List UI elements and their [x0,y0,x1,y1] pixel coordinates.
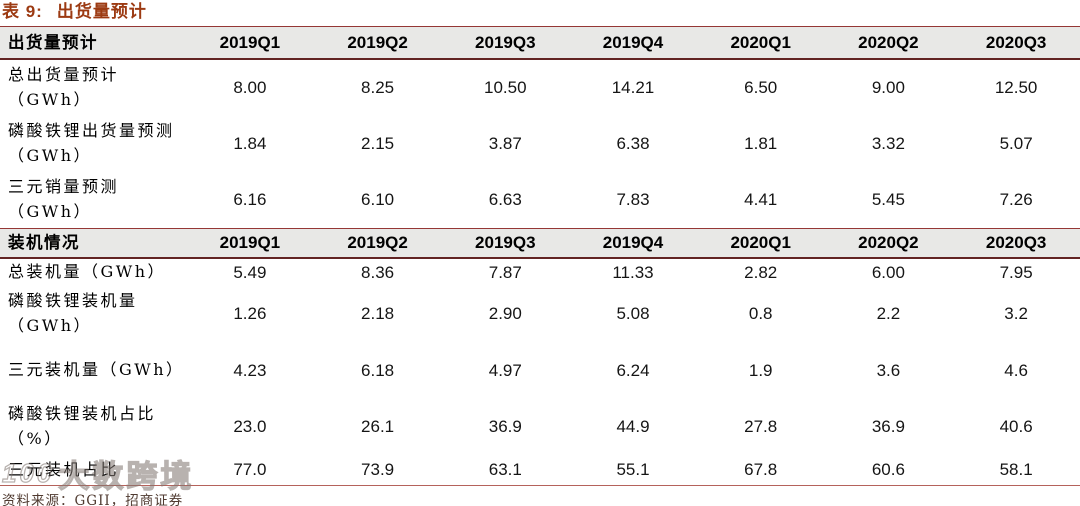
value-cell: 5.45 [871,190,905,209]
value-cell: 5.07 [999,134,1033,153]
value-cell: 10.50 [484,78,527,97]
value-cell: 36.9 [871,417,905,436]
source-note: 资料来源：GGII，招商证券 [2,493,184,506]
section1-header-row: 出货量预计 2019Q1 2019Q2 2019Q3 2019Q4 2020Q1… [0,26,1080,60]
column-header: 2019Q3 [441,228,570,259]
column-header: 2020Q2 [824,228,953,259]
value-cell: 2.15 [361,134,395,153]
row-label: 磷酸铁锂装机量（GWh） [8,291,138,335]
value-cell: 7.26 [999,190,1033,209]
value-cell: 2.82 [744,262,778,282]
value-cell: 77.0 [186,455,314,486]
row-label: 三元装机占比 [0,455,187,486]
value-cell: 7.87 [488,262,522,282]
value-cell: 6.63 [488,190,522,209]
value-cell: 1.9 [748,360,773,380]
value-cell: 5.08 [616,304,650,323]
value-cell: 6.00 [871,262,905,282]
column-header: 2019Q1 [186,228,314,259]
row-label: 磷酸铁锂出货量预测（GWh） [8,121,175,165]
column-header: 2019Q4 [569,228,697,259]
column-header: 2020Q3 [952,26,1080,60]
value-cell: 1.26 [233,304,267,323]
table-caption-number: 表 9: [2,2,43,21]
value-cell: 3.87 [488,134,522,153]
value-cell: 3.32 [871,134,905,153]
value-cell: 67.8 [696,455,825,486]
value-cell: 2.2 [876,304,901,323]
value-cell: 12.50 [994,78,1038,97]
value-cell: 1.81 [744,134,778,153]
value-cell: 14.21 [611,78,655,97]
value-cell: 6.18 [361,360,395,380]
table-row: 磷酸铁锂出货量预测（GWh） 1.84 2.15 3.87 6.38 1.81 … [0,116,1080,172]
value-cell: 6.24 [616,360,650,380]
value-cell: 4.41 [744,190,778,209]
value-cell: 9.00 [871,78,905,97]
value-cell: 6.16 [233,190,267,209]
row-label: 磷酸铁锂装机占比（%） [8,404,157,448]
table-row: 总出货量预计（GWh） 8.00 8.25 10.50 14.21 6.50 9… [0,59,1080,116]
table-row: 磷酸铁锂装机占比（%） 23.0 26.1 36.9 44.9 27.8 36.… [0,399,1080,455]
value-cell: 8.25 [361,78,395,97]
column-header: 2019Q1 [186,26,314,60]
value-cell: 3.6 [876,360,901,380]
value-cell: 44.9 [616,417,650,436]
row-label: 总装机量（GWh） [8,262,167,282]
value-cell: 40.6 [999,417,1033,436]
section1-header-label: 出货量预计 [0,26,187,60]
value-cell: 4.97 [488,360,522,380]
value-cell: 7.95 [999,262,1033,282]
row-label: 三元销量预测（GWh） [8,177,120,221]
column-header: 2019Q4 [569,26,697,60]
column-header: 2019Q2 [313,228,442,259]
value-cell: 8.00 [233,78,267,97]
value-cell: 60.6 [824,455,953,486]
table-row: 三元装机占比 77.0 73.9 63.1 55.1 67.8 60.6 58.… [0,455,1080,486]
value-cell: 6.50 [744,78,778,97]
value-cell: 7.83 [616,190,650,209]
table-row: 三元装机量（GWh） 4.23 6.18 4.97 6.24 1.9 3.6 4… [0,342,1080,399]
value-cell: 27.8 [744,417,778,436]
value-cell: 1.84 [233,134,267,153]
value-cell: 55.1 [569,455,697,486]
column-header: 2020Q3 [952,228,1080,259]
value-cell: 2.18 [361,304,395,323]
value-cell: 5.49 [233,262,267,282]
shipment-forecast-table: 出货量预计 2019Q1 2019Q2 2019Q3 2019Q4 2020Q1… [0,26,1080,486]
value-cell: 11.33 [612,262,654,282]
value-cell: 23.0 [233,417,267,436]
value-cell: 6.38 [616,134,650,153]
value-cell: 8.36 [361,262,395,282]
column-header: 2020Q1 [696,228,825,259]
table-caption: 表 9: 出货量预计 [0,0,1080,26]
row-label: 三元装机量（GWh） [8,360,185,380]
value-cell: 73.9 [313,455,442,486]
value-cell: 4.6 [1004,360,1028,380]
row-label: 总出货量预计（GWh） [8,65,120,109]
value-cell: 26.1 [361,417,395,436]
column-header: 2020Q2 [824,26,953,60]
value-cell: 0.8 [748,304,773,323]
table-row: 总装机量（GWh） 5.49 8.36 7.87 11.33 2.82 6.00… [0,258,1080,286]
table-row: 磷酸铁锂装机量（GWh） 1.26 2.18 2.90 5.08 0.8 2.2… [0,286,1080,342]
value-cell: 36.9 [488,417,522,436]
section2-header-label: 装机情况 [0,228,187,259]
section2-header-row: 装机情况 2019Q1 2019Q2 2019Q3 2019Q4 2020Q1 … [0,228,1080,259]
column-header: 2019Q2 [313,26,442,60]
table-row: 三元销量预测（GWh） 6.16 6.10 6.63 7.83 4.41 5.4… [0,172,1080,229]
column-header: 2020Q1 [696,26,825,60]
value-cell: 58.1 [952,455,1080,486]
value-cell: 6.10 [361,190,395,209]
value-cell: 2.90 [488,304,522,323]
column-header: 2019Q3 [441,26,570,60]
value-cell: 4.23 [233,360,267,380]
value-cell: 3.2 [1004,304,1028,323]
value-cell: 63.1 [441,455,570,486]
table-caption-text: 出货量预计 [56,2,147,21]
